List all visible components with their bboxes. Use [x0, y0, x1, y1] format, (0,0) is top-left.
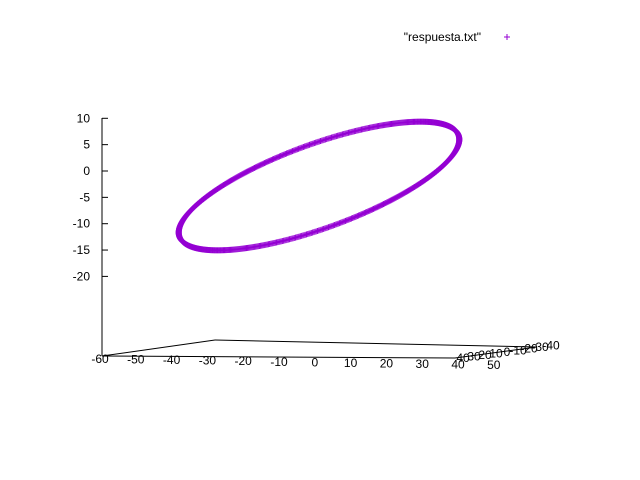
legend-label: "respuesta.txt" — [404, 30, 481, 44]
chart-legend: "respuesta.txt" — [404, 30, 510, 44]
x-tick-label: -30 — [199, 354, 217, 368]
y-tick-label: -30 — [531, 340, 549, 354]
z-tick-label: -5 — [79, 190, 90, 204]
x-tick-label: 0 — [311, 355, 318, 369]
x-tick-label: 30 — [416, 357, 430, 371]
x-tick-label: 20 — [380, 356, 394, 370]
x-tick-label: -60 — [91, 352, 109, 366]
legend-marker-glyph — [504, 34, 510, 40]
z-tick-label: -20 — [73, 269, 91, 283]
y-tick-label: 0 — [504, 345, 511, 359]
x-axis-line — [101, 355, 456, 359]
x-tick-label: 10 — [344, 356, 358, 370]
data-point — [455, 131, 462, 138]
y-tick-label: -10 — [509, 343, 527, 357]
chart-points — [175, 118, 463, 254]
z-tick-label: -10 — [73, 217, 91, 231]
legend-marker-plus — [504, 34, 510, 40]
z-tick-label: 5 — [83, 138, 90, 152]
y-tick-label: 40 — [456, 351, 470, 365]
base-back-edge — [101, 339, 216, 357]
z-tick-label: 10 — [77, 111, 91, 125]
x-tick-label: -50 — [127, 353, 145, 367]
y-tick-label: -40 — [542, 339, 560, 353]
y-axis-line — [454, 346, 538, 359]
x-tick-label: -10 — [270, 355, 288, 369]
y-tick-label: 30 — [467, 349, 481, 363]
base-right-edge — [214, 339, 538, 348]
x-tick-label: 40 — [451, 358, 465, 372]
y-tick-label: -20 — [520, 342, 538, 356]
chart-axes — [101, 118, 538, 359]
x-tick-label: -20 — [235, 354, 253, 368]
y-tick-label: 20 — [478, 348, 492, 362]
z-tick-label: -15 — [73, 243, 91, 257]
y-tick-label: 10 — [489, 346, 503, 360]
z-tick-label: 0 — [83, 164, 90, 178]
x-tick-label: -40 — [163, 353, 181, 367]
x-tick-label: 50 — [487, 358, 501, 372]
